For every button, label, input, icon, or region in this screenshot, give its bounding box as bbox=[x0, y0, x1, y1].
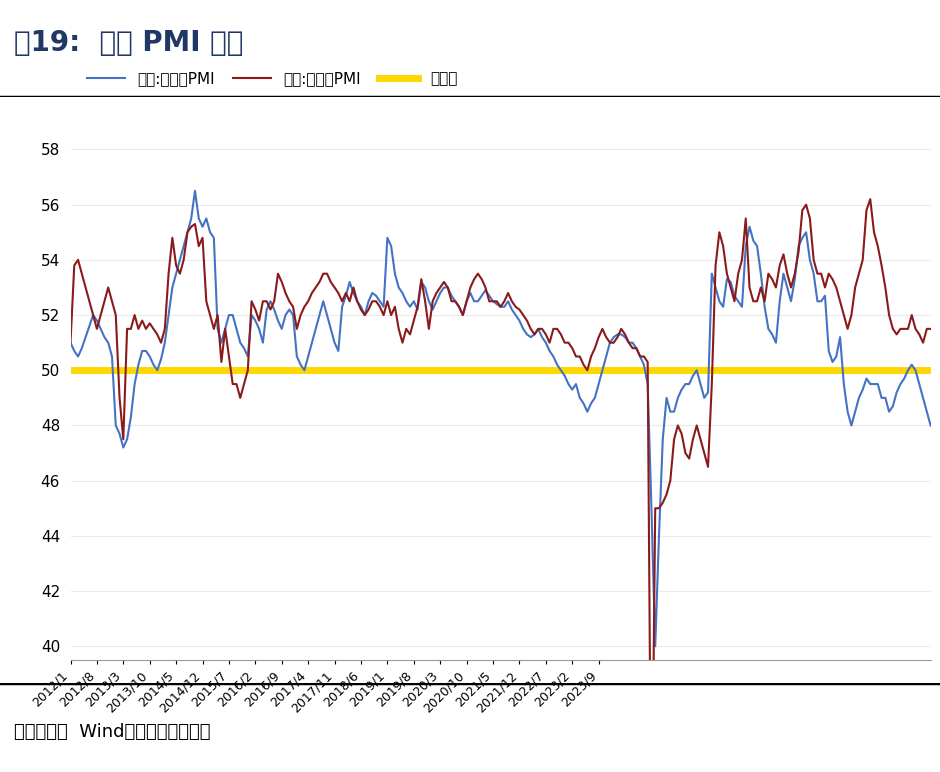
日本:服务业PMI bbox=[284, 296, 295, 306]
日本:制造业PMI bbox=[925, 421, 936, 430]
荣枯线 bbox=[69, 366, 80, 375]
日本:服务业PMI bbox=[865, 195, 876, 204]
日本:服务业PMI bbox=[483, 296, 494, 306]
Text: 图19:  日本 PMI 走势: 图19: 日本 PMI 走势 bbox=[14, 29, 243, 57]
Text: 数据来源：  Wind，东吴证券研究所: 数据来源： Wind，东吴证券研究所 bbox=[14, 723, 211, 741]
日本:服务业PMI bbox=[200, 296, 212, 306]
日本:服务业PMI bbox=[65, 338, 76, 347]
Line: 日本:制造业PMI: 日本:制造业PMI bbox=[70, 191, 931, 646]
日本:服务业PMI bbox=[925, 324, 936, 334]
日本:制造业PMI bbox=[288, 310, 299, 320]
日本:制造业PMI bbox=[842, 407, 854, 416]
日本:制造业PMI bbox=[65, 338, 76, 347]
日本:制造业PMI bbox=[204, 228, 215, 237]
日本:制造业PMI bbox=[582, 407, 593, 416]
日本:制造业PMI bbox=[487, 296, 498, 306]
日本:制造业PMI bbox=[650, 642, 661, 651]
日本:服务业PMI bbox=[578, 360, 589, 369]
日本:服务业PMI bbox=[582, 366, 593, 375]
日本:制造业PMI bbox=[586, 399, 597, 408]
日本:制造业PMI bbox=[189, 186, 200, 195]
日本:服务业PMI bbox=[838, 310, 850, 320]
Legend: 日本:制造业PMI, 日本:服务业PMI, 荣枯线: 日本:制造业PMI, 日本:服务业PMI, 荣枯线 bbox=[86, 72, 457, 86]
荣枯线 bbox=[65, 366, 76, 375]
Line: 日本:服务业PMI: 日本:服务业PMI bbox=[70, 199, 931, 772]
